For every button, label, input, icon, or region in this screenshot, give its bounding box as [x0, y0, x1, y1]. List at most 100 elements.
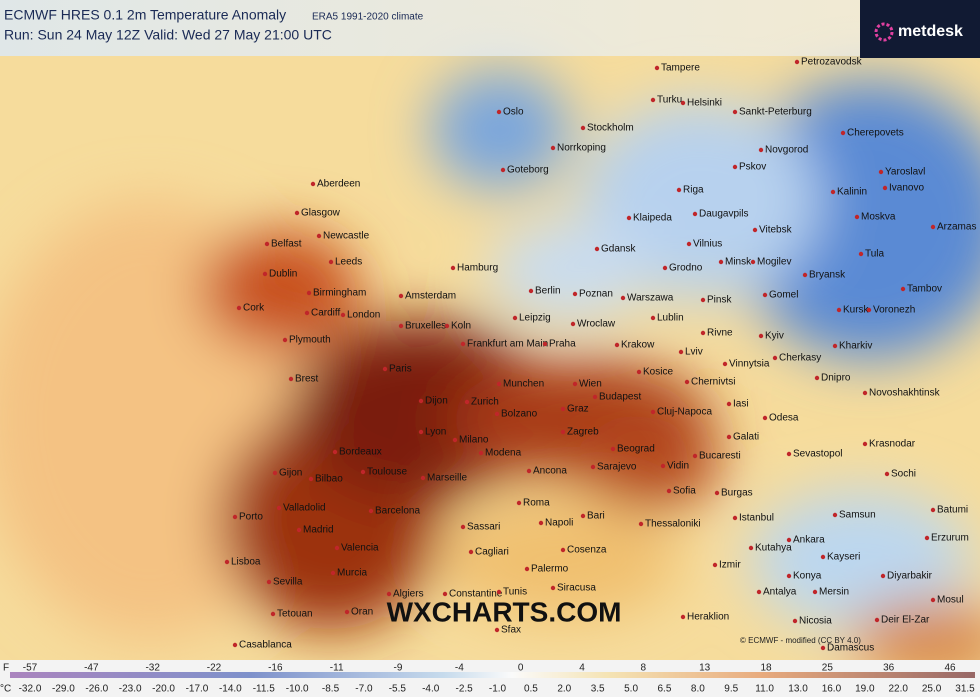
city-marker — [494, 627, 500, 633]
city-label: Heraklion — [687, 612, 729, 623]
logo-box — [860, 0, 980, 58]
city-marker — [762, 292, 768, 298]
city-marker — [930, 224, 936, 230]
title: ECMWF HRES 0.1 2m Temperature Anomaly — [4, 7, 286, 23]
colorbar-c-label: 3.5 — [591, 684, 605, 695]
colorbar-c-label: -1.0 — [489, 684, 507, 695]
city-label: Sevilla — [273, 577, 303, 588]
city-label: Bryansk — [809, 270, 846, 281]
city-marker — [398, 323, 404, 329]
city-label: Chernivtsi — [691, 377, 735, 388]
city-marker — [680, 614, 686, 620]
city-label: Sochi — [891, 469, 916, 480]
city-label: Leeds — [335, 257, 362, 268]
colorbar-c-label: -8.5 — [322, 684, 340, 695]
city-label: Budapest — [599, 392, 641, 403]
city-marker — [858, 251, 864, 257]
city-label: Kayseri — [827, 552, 860, 563]
city-marker — [330, 570, 336, 576]
city-marker — [270, 611, 276, 617]
city-label: Toulouse — [367, 467, 407, 478]
city-label: Kyiv — [765, 331, 784, 342]
city-label: Sassari — [467, 522, 500, 533]
city-label: Dijon — [425, 396, 448, 407]
city-marker — [452, 437, 458, 443]
city-label: Tampere — [661, 63, 700, 74]
city-marker — [680, 100, 686, 106]
colorbar-c-label: -29.0 — [52, 684, 75, 695]
city-marker — [516, 500, 522, 506]
city-label: Bari — [587, 511, 605, 522]
city-marker — [538, 520, 544, 526]
colorbar — [10, 672, 975, 678]
city-marker — [756, 589, 762, 595]
c-unit: °C — [0, 684, 11, 695]
city-label: Novgorod — [765, 145, 808, 156]
city-marker — [700, 330, 706, 336]
city-marker — [752, 227, 758, 233]
city-label: Norrkoping — [557, 143, 606, 154]
city-label: Constantine — [449, 589, 503, 600]
city-marker — [294, 210, 300, 216]
colorbar-c-label: 5.0 — [624, 684, 638, 695]
city-marker — [460, 524, 466, 530]
city-label: Gdansk — [601, 244, 636, 255]
city-marker — [512, 315, 518, 321]
city-marker — [316, 233, 322, 239]
city-marker — [820, 554, 826, 560]
city-marker — [550, 585, 556, 591]
city-marker — [236, 305, 242, 311]
colorbar-c-label: -26.0 — [85, 684, 108, 695]
city-marker — [650, 409, 656, 415]
city-label: Daugavpils — [699, 209, 748, 220]
city-marker — [786, 537, 792, 543]
climate-note: ERA5 1991-2020 climate — [312, 12, 424, 23]
header-band — [0, 0, 860, 56]
city-marker — [272, 470, 278, 476]
city-marker — [662, 265, 668, 271]
city-label: Bordeaux — [339, 447, 382, 458]
city-label: Ankara — [793, 535, 825, 546]
city-label: Tula — [865, 249, 885, 260]
city-marker — [786, 451, 792, 457]
city-marker — [382, 366, 388, 372]
city-label: Lublin — [657, 313, 684, 324]
colorbar-f-label: -16 — [268, 663, 283, 674]
city-marker — [840, 130, 846, 136]
city-marker — [418, 398, 424, 404]
city-marker — [792, 618, 798, 624]
city-marker — [560, 406, 566, 412]
city-marker — [718, 259, 724, 265]
city-label: Brest — [295, 374, 319, 385]
colorbar-f-label: -9 — [394, 663, 403, 674]
city-marker — [224, 559, 230, 565]
city-marker — [866, 307, 872, 313]
city-label: Beograd — [617, 444, 655, 455]
city-marker — [468, 549, 474, 555]
city-marker — [232, 642, 238, 648]
city-marker — [418, 429, 424, 435]
city-label: Porto — [239, 512, 263, 523]
city-label: Konya — [793, 571, 822, 582]
credit: © ECMWF - modified (CC BY 4.0) — [740, 636, 861, 645]
colorbar-c-label: 25.0 — [922, 684, 942, 695]
run-info: Run: Sun 24 May 12Z Valid: Wed 27 May 21… — [4, 27, 332, 43]
city-label: Galati — [733, 432, 759, 443]
city-label: Kutahya — [755, 543, 792, 554]
city-label: Cherepovets — [847, 128, 904, 139]
city-marker — [732, 164, 738, 170]
city-label: Bilbao — [315, 474, 343, 485]
city-marker — [854, 214, 860, 220]
city-label: Pskov — [739, 162, 766, 173]
city-marker — [570, 321, 576, 327]
city-label: Sarajevo — [597, 462, 637, 473]
city-label: Vidin — [667, 461, 689, 472]
city-marker — [772, 355, 778, 361]
city-marker — [726, 434, 732, 440]
colorbar-f-label: 25 — [822, 663, 834, 674]
city-marker — [660, 463, 666, 469]
city-label: Izmir — [719, 560, 741, 571]
city-label: Sevastopol — [793, 449, 842, 460]
city-marker — [590, 464, 596, 470]
city-label: Poznan — [579, 289, 613, 300]
